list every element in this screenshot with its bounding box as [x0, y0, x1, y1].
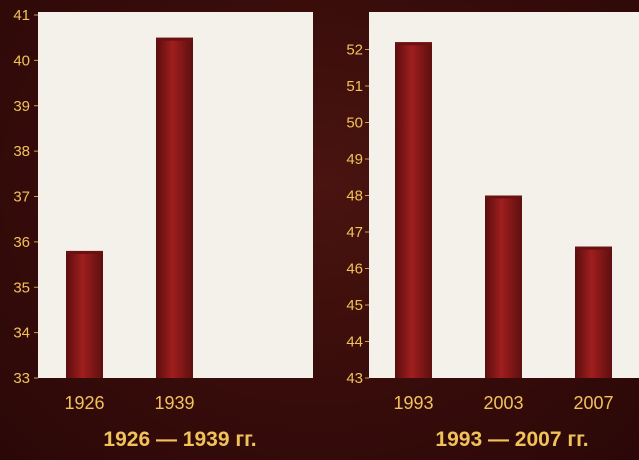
bar-1926 [66, 250, 103, 378]
y-tick-label: 38 [13, 143, 30, 160]
bar-cap [485, 195, 522, 199]
y-tick-label: 33 [13, 370, 30, 387]
bar-1939 [156, 37, 193, 378]
x-category-label: 1939 [154, 393, 194, 413]
y-tick-label: 37 [13, 189, 30, 206]
y-tick-label: 47 [346, 224, 363, 241]
y-tick-label: 41 [13, 7, 30, 24]
bar-cap [156, 37, 193, 41]
chart-title-right: 1993 — 2007 гг. [435, 428, 589, 451]
y-tick-label: 44 [346, 334, 363, 351]
chart-0: 33 34 35 36 37 38 39 40 41 1926 1939 [13, 7, 313, 413]
bar-cap [66, 250, 103, 254]
x-category-label: 1993 [393, 393, 433, 413]
y-tick-label: 49 [346, 151, 363, 168]
y-tick-label: 39 [13, 98, 30, 115]
y-tick-label: 46 [346, 261, 363, 278]
y-tick-label: 52 [346, 42, 363, 59]
y-tick-label: 43 [346, 370, 363, 387]
y-tick-label: 50 [346, 115, 363, 132]
bar-cap [575, 246, 612, 250]
y-tick-label: 40 [13, 52, 30, 69]
y-tick-label: 51 [346, 78, 363, 95]
bar-cap [395, 42, 432, 46]
chart-title-left: 1926 — 1939 гг. [103, 428, 257, 451]
x-category-label: 2007 [573, 393, 613, 413]
y-tick-label: 48 [346, 188, 363, 205]
bar-2003 [485, 195, 522, 378]
x-category-label: 2003 [483, 393, 523, 413]
bar-1993 [395, 42, 432, 378]
y-tick-label: 35 [13, 279, 30, 296]
x-category-label: 1926 [64, 393, 104, 413]
bar-2007 [575, 246, 612, 378]
chart-1: 43 44 45 46 47 48 49 50 51 52 1993 2003 2007 [346, 12, 639, 413]
y-tick-label: 45 [346, 297, 363, 314]
y-tick-label: 34 [13, 325, 30, 342]
y-tick-label: 36 [13, 234, 30, 251]
